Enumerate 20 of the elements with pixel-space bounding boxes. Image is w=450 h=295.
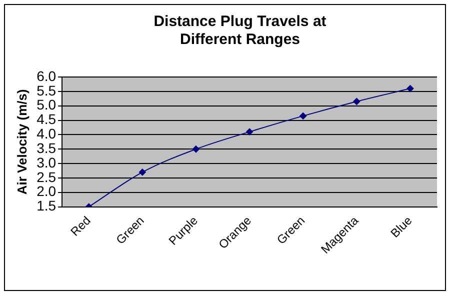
- y-tick-label: 2.0: [36, 183, 56, 200]
- y-tick-label: 1.5: [36, 198, 56, 214]
- point: [300, 112, 307, 120]
- point: [246, 128, 254, 136]
- x-tick-label: Red: [68, 213, 94, 239]
- point: [406, 85, 414, 92]
- chart-title: Distance Plug Travels at Different Ranges: [152, 13, 328, 49]
- point: [138, 168, 146, 176]
- y-tick-label: 3.5: [36, 140, 56, 156]
- y-tick-label: 6.0: [36, 68, 56, 84]
- point: [353, 98, 360, 106]
- y-tick-label: 2.5: [36, 168, 56, 185]
- y-tick-label: 4.0: [36, 126, 56, 142]
- x-tick-label: Blue: [388, 213, 415, 240]
- y-tick-label: 5.0: [36, 96, 56, 113]
- point: [192, 146, 200, 153]
- y-tick-label: 4.5: [36, 111, 56, 128]
- y-tick-label: 3.0: [36, 154, 56, 170]
- y-axis-title: Air Velocity (m/s): [14, 89, 30, 195]
- y-tick-label: 5.5: [36, 82, 56, 98]
